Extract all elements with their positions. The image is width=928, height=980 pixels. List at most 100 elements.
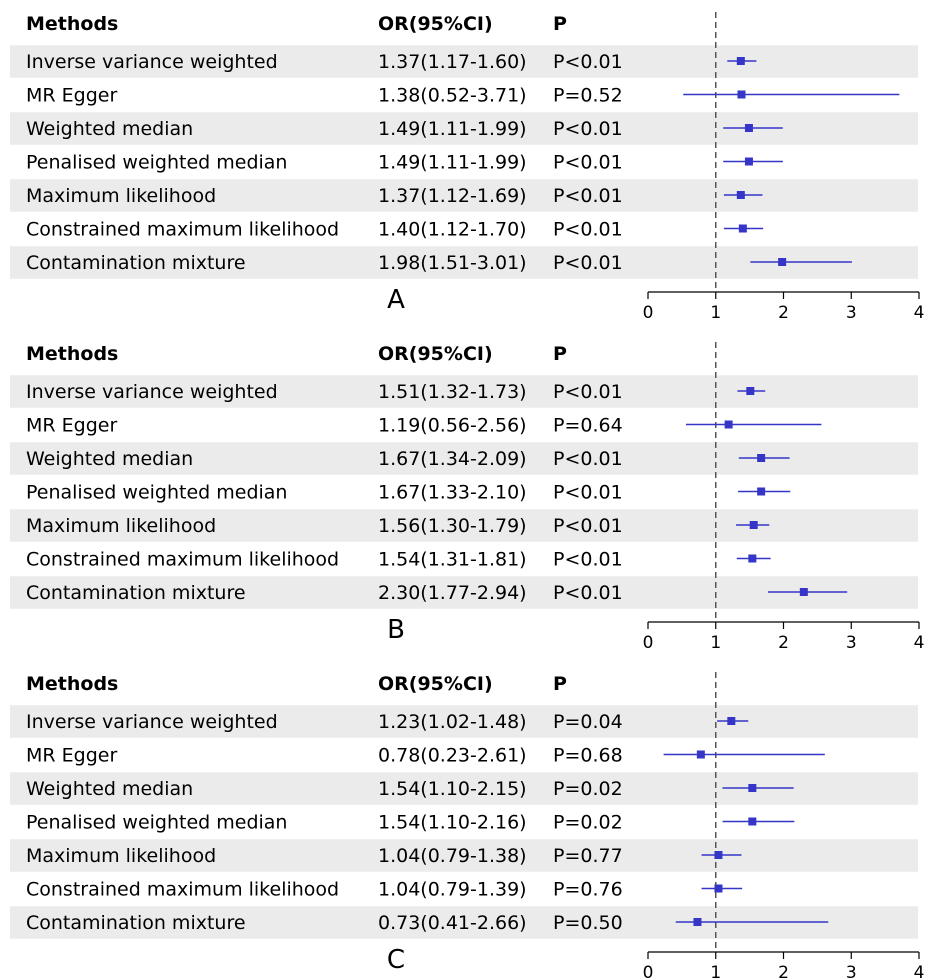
method-label: Maximum likelihood [26, 515, 216, 537]
forest-plot-svg: Methods OR(95%CI) P Inverse variance weight… [10, 12, 925, 320]
or-ci-value: 1.54(1.10-2.16) [378, 812, 527, 834]
point-estimate [693, 918, 702, 926]
header-methods: Methods [26, 343, 118, 365]
header-p: P [553, 343, 567, 365]
method-label: Penalised weighted median [26, 152, 287, 174]
or-ci-value: 1.67(1.34-2.09) [378, 448, 527, 470]
point-estimate [714, 884, 723, 893]
point-estimate [746, 387, 755, 395]
point-estimate [738, 224, 747, 233]
method-label: Constrained maximum likelihood [26, 219, 339, 241]
x-tick-label: 4 [914, 303, 925, 320]
or-ci-value: 1.04(0.79-1.38) [378, 845, 527, 867]
p-value: P<0.01 [553, 185, 623, 207]
point-estimate [696, 750, 705, 759]
forest-plot-svg: Methods OR(95%CI) P Inverse variance weight… [10, 342, 925, 650]
or-ci-value: 1.23(1.02-1.48) [378, 711, 527, 733]
header-or: OR(95%CI) [378, 343, 493, 365]
p-value: P=0.77 [553, 845, 623, 867]
or-ci-value: 2.30(1.77-2.94) [378, 582, 527, 604]
or-ci-value: 0.73(0.41-2.66) [378, 912, 527, 934]
method-label: Inverse variance weighted [26, 711, 278, 733]
p-value: P<0.01 [553, 381, 623, 403]
point-estimate [736, 57, 745, 65]
or-ci-value: 1.98(1.51-3.01) [378, 252, 527, 274]
or-ci-value: 1.54(1.10-2.15) [378, 778, 527, 800]
p-value: P=0.02 [553, 812, 623, 834]
x-tick-label: 1 [710, 963, 721, 980]
point-estimate [714, 851, 723, 859]
x-tick-label: 4 [914, 633, 925, 650]
row-band [10, 705, 918, 738]
method-label: Weighted median [26, 778, 193, 800]
or-ci-value: 1.38(0.52-3.71) [378, 85, 527, 107]
p-value: P<0.01 [553, 482, 623, 504]
method-label: Maximum likelihood [26, 185, 216, 207]
point-estimate [778, 258, 787, 266]
method-label: Penalised weighted median [26, 482, 287, 504]
p-value: P=0.76 [553, 879, 623, 901]
point-estimate [744, 157, 753, 166]
method-label: MR Egger [26, 415, 117, 437]
panel-label: B [387, 615, 405, 645]
p-value: P<0.01 [553, 448, 623, 470]
p-value: P<0.01 [553, 118, 623, 140]
p-value: P<0.01 [553, 515, 623, 537]
p-value: P=0.04 [553, 711, 623, 733]
header-or: OR(95%CI) [378, 13, 493, 35]
point-estimate [749, 521, 758, 529]
x-tick-label: 0 [643, 963, 654, 980]
p-value: P<0.01 [553, 152, 623, 174]
point-estimate [799, 588, 808, 596]
or-ci-value: 1.67(1.33-2.10) [378, 482, 527, 504]
method-label: MR Egger [26, 85, 117, 107]
row-band [10, 576, 918, 609]
forest-panel-a: Methods OR(95%CI) P Inverse variance weight… [0, 0, 928, 320]
p-value: P<0.01 [553, 252, 623, 274]
row-band [10, 179, 918, 212]
point-estimate [748, 817, 757, 826]
header-p: P [553, 13, 567, 35]
point-estimate [757, 454, 766, 462]
or-ci-value: 1.37(1.17-1.60) [378, 51, 527, 73]
x-tick-label: 3 [846, 303, 857, 320]
or-ci-value: 1.40(1.12-1.70) [378, 219, 527, 241]
x-tick-label: 2 [778, 303, 789, 320]
method-label: Inverse variance weighted [26, 51, 278, 73]
x-tick-label: 2 [778, 633, 789, 650]
x-tick-label: 2 [778, 963, 789, 980]
p-value: P=0.52 [553, 85, 623, 107]
x-tick-label: 1 [710, 303, 721, 320]
p-value: P<0.01 [553, 582, 623, 604]
forest-panel-c: Methods OR(95%CI) P Inverse variance weight… [0, 660, 928, 980]
x-tick-label: 4 [914, 963, 925, 980]
point-estimate [757, 487, 766, 496]
method-label: Penalised weighted median [26, 812, 287, 834]
header-p: P [553, 673, 567, 695]
p-value: P=0.68 [553, 745, 623, 767]
or-ci-value: 1.37(1.12-1.69) [378, 185, 527, 207]
or-ci-value: 0.78(0.23-2.61) [378, 745, 527, 767]
or-ci-value: 1.51(1.32-1.73) [378, 381, 527, 403]
header-methods: Methods [26, 13, 118, 35]
method-label: Contamination mixture [26, 912, 246, 934]
p-value: P=0.64 [553, 415, 623, 437]
header-methods: Methods [26, 673, 118, 695]
point-estimate [736, 191, 745, 199]
point-estimate [748, 784, 757, 792]
x-tick-label: 3 [846, 963, 857, 980]
or-ci-value: 1.54(1.31-1.81) [378, 549, 527, 571]
x-tick-label: 0 [643, 303, 654, 320]
method-label: Maximum likelihood [26, 845, 216, 867]
or-ci-value: 1.56(1.30-1.79) [378, 515, 527, 537]
header-or: OR(95%CI) [378, 673, 493, 695]
method-label: Constrained maximum likelihood [26, 879, 339, 901]
x-tick-label: 0 [643, 633, 654, 650]
row-band [10, 45, 918, 78]
point-estimate [724, 420, 733, 429]
point-estimate [748, 554, 757, 563]
p-value: P<0.01 [553, 219, 623, 241]
method-label: Weighted median [26, 448, 193, 470]
forest-plot-svg: Methods OR(95%CI) P Inverse variance weight… [10, 672, 925, 980]
or-ci-value: 1.19(0.56-2.56) [378, 415, 527, 437]
